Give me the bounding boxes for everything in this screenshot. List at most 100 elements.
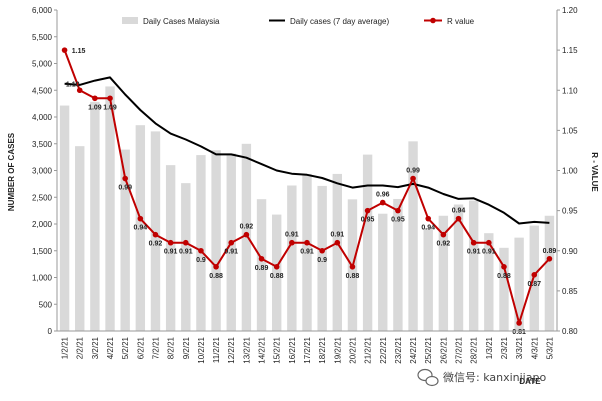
legend-swatch-bar [122, 17, 138, 24]
r-value-label: 0.94 [134, 225, 148, 232]
bar-series-daily-cases [59, 86, 555, 332]
r-value-label: 1.09 [88, 104, 102, 111]
legend-label-r: R value [447, 17, 475, 26]
marker-r-value [61, 47, 68, 53]
r-value-label: 0.89 [255, 265, 269, 272]
marker-r-value [319, 247, 325, 254]
x-axis-tick-label: 25/2/21 [424, 336, 433, 363]
r-value-label: 0.88 [346, 273, 360, 280]
r-value-label: 0.81 [512, 329, 526, 336]
left-axis-tick-label: 0 [48, 327, 53, 336]
r-value-label: 1.15 [72, 48, 86, 55]
x-axis-tick-label: 14/2/21 [258, 336, 267, 363]
marker-r-value [304, 239, 310, 246]
marker-r-value [440, 231, 447, 238]
bar-daily-cases [499, 247, 509, 331]
bar-daily-cases [423, 228, 433, 331]
bar-daily-cases [332, 173, 342, 331]
r-value-label: 0.92 [149, 241, 163, 248]
left-axis-tick-label: 4,500 [32, 86, 53, 95]
x-axis-tick-label: 4/2/21 [106, 336, 115, 359]
marker-r-value [122, 175, 128, 182]
bar-daily-cases [59, 105, 70, 332]
r-value-label: 0.94 [452, 208, 466, 215]
marker-r-value [425, 215, 432, 222]
x-axis-tick-label: 16/2/21 [288, 336, 297, 363]
left-axis-tick-label: 5,000 [32, 60, 53, 69]
marker-r-value [501, 264, 507, 270]
bar-daily-cases [484, 233, 494, 331]
x-axis-tick-label: 6/2/21 [136, 336, 145, 359]
line-7day-average [64, 76, 550, 225]
x-axis-tick-label: 2/2/21 [76, 336, 85, 359]
x-axis-tick-label: 3/2/21 [91, 336, 100, 359]
r-value-label: 0.88 [209, 273, 223, 280]
r-value-label: 0.91 [285, 232, 299, 239]
x-axis-tick-label: 18/2/21 [318, 336, 327, 363]
x-axis-tick-label: 12/2/21 [227, 336, 236, 363]
right-axis-title: R - VALUE [590, 152, 599, 192]
bar-daily-cases [105, 86, 115, 331]
right-axis-tick-label: 1.20 [562, 6, 578, 15]
x-axis-tick-label: 8/2/21 [167, 336, 176, 359]
r-value-label: 1.09 [103, 104, 117, 111]
line-series-r-value: 1.151.101.09 1.090.990.940.920.91 0.910.90… [61, 47, 556, 336]
r-value-label: 0.91 [300, 249, 314, 256]
marker-r-value [349, 264, 356, 270]
x-axis-tick-label: 1/2/21 [61, 336, 70, 359]
marker-r-value [137, 215, 144, 222]
marker-r-value [213, 264, 219, 270]
right-axis-tick-label: 1.10 [562, 86, 578, 95]
marker-r-value [273, 264, 280, 270]
right-axis-tick-label: 1.15 [562, 46, 578, 55]
bar-daily-cases [211, 150, 221, 331]
r-value-label: 0.99 [406, 168, 420, 175]
marker-r-value [228, 239, 235, 246]
legend-label-bar: Daily Cases Malaysia [143, 17, 220, 26]
legend-swatch-r-marker [430, 17, 436, 24]
wechat-icon [417, 368, 439, 387]
r-value-label: 0.9 [317, 257, 327, 264]
bar-daily-cases [272, 214, 282, 331]
bar-daily-cases [544, 215, 555, 331]
x-axis-tick-label: 10/2/21 [197, 336, 206, 363]
left-axis-tick-label: 1,000 [32, 274, 53, 283]
x-axis-tick-label: 13/2/21 [242, 336, 251, 363]
bar-daily-cases [75, 146, 85, 331]
x-axis-tick-label: 1/3/21 [485, 336, 494, 359]
r-value-label: 0.88 [497, 273, 511, 280]
watermark-text: 微信号: kanxinjiapo [443, 370, 546, 384]
x-axis-tick-label: 28/2/21 [470, 336, 479, 363]
r-value-label: 0.91 [224, 249, 238, 256]
x-axis-tick-label: 4/3/21 [530, 336, 539, 359]
x-axis-tick-label: 7/2/21 [151, 336, 160, 359]
legend: Daily Cases Malaysia Daily cases (7 day … [122, 17, 475, 26]
r-value-label: 0.92 [240, 224, 254, 231]
r-value-label: 0.95 [391, 217, 405, 224]
marker-r-value [364, 207, 371, 214]
r-value-label: 0.92 [437, 241, 451, 248]
r-value-label: 0.9 [196, 257, 206, 264]
r-value-label: 0.94 [421, 225, 435, 232]
marker-r-value [167, 239, 174, 246]
marker-r-value [289, 239, 295, 246]
r-value-label: 0.95 [361, 217, 375, 224]
legend-label-average: Daily cases (7 day average) [290, 17, 389, 26]
x-axis-tick-label: 3/3/21 [515, 336, 524, 359]
marker-r-value [182, 239, 189, 246]
left-axis-tick-label: 5,500 [32, 33, 53, 42]
x-axis-tick-label: 5/2/21 [121, 336, 130, 359]
marker-r-value [92, 95, 98, 102]
left-axis-tick-label: 1,500 [32, 247, 53, 256]
left-axis-tick-label: 6,000 [32, 6, 53, 15]
x-axis-tick-label: 17/2/21 [303, 336, 312, 363]
right-axis-tick-label: 0.80 [562, 327, 578, 336]
x-axis-tick-label: 2/3/21 [500, 336, 509, 359]
bar-daily-cases [256, 199, 267, 331]
marker-r-value [516, 320, 522, 326]
left-axis-tick-label: 3,000 [32, 167, 53, 176]
r-value-label: 0.91 [467, 249, 481, 256]
r-value-label: 0.87 [527, 281, 541, 288]
